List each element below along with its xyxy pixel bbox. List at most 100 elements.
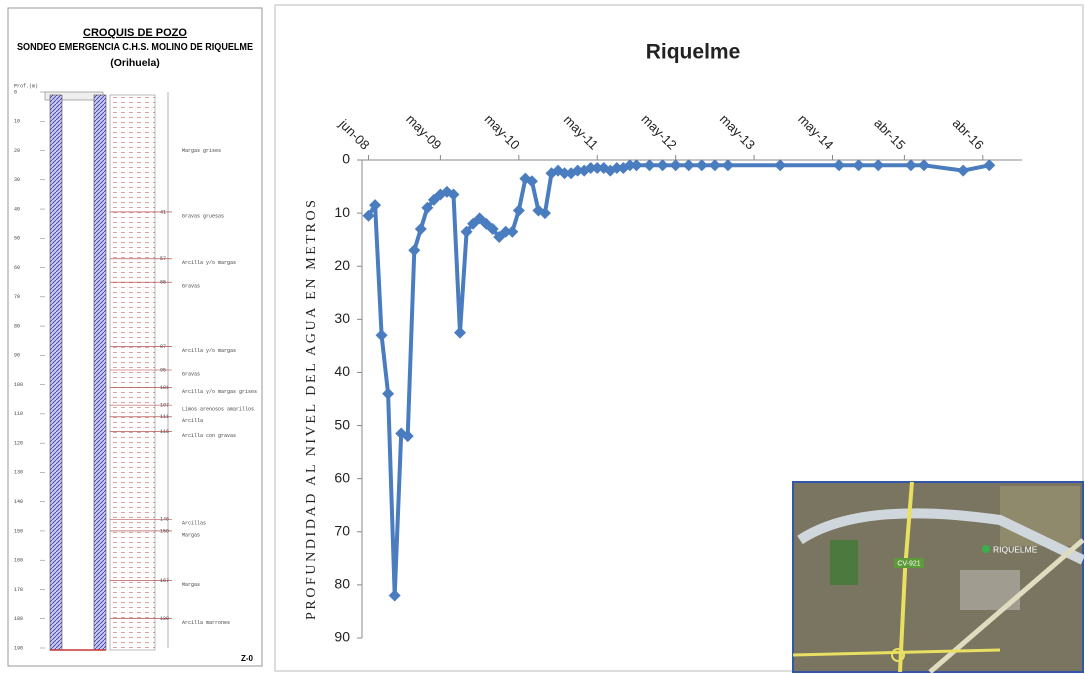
data-point bbox=[558, 167, 571, 180]
data-point bbox=[401, 430, 414, 443]
depth-label: 140 bbox=[14, 499, 23, 505]
depth-label: 130 bbox=[14, 470, 23, 476]
layer-label: Arcilla y/o margas bbox=[182, 348, 236, 354]
data-point bbox=[421, 201, 434, 214]
marker-label: RIQUELME bbox=[993, 544, 1038, 554]
map-channel bbox=[797, 508, 1085, 565]
y-tick-label: 90 bbox=[334, 629, 350, 645]
data-point bbox=[525, 175, 538, 188]
layer-label: Arcilla bbox=[182, 418, 203, 424]
data-point bbox=[656, 159, 669, 172]
layer-label: Arcilla con gravas bbox=[182, 433, 236, 439]
depth-label: 160 bbox=[14, 558, 23, 564]
layer-depth: 116 bbox=[160, 429, 169, 435]
layer-label: Margas grises bbox=[182, 148, 221, 154]
depth-header: Prof.(m) bbox=[14, 83, 38, 89]
map-road bbox=[792, 648, 1001, 657]
data-point bbox=[408, 244, 421, 257]
depth-label: 180 bbox=[14, 616, 23, 622]
depth-label: 20 bbox=[14, 148, 20, 154]
depth-label: 120 bbox=[14, 440, 23, 446]
data-point bbox=[447, 188, 460, 201]
data-point bbox=[708, 159, 721, 172]
map-roundabout bbox=[891, 648, 905, 662]
data-point bbox=[774, 159, 787, 172]
map-marker bbox=[982, 545, 990, 553]
casing-right bbox=[93, 94, 107, 651]
casing-left bbox=[49, 94, 63, 651]
layer-label: Margas bbox=[182, 582, 200, 588]
data-point bbox=[623, 159, 636, 172]
data-point bbox=[695, 159, 708, 172]
y-tick-label: 30 bbox=[334, 310, 350, 326]
depth-label: 50 bbox=[14, 236, 20, 242]
depth-label: 110 bbox=[14, 411, 23, 417]
well-labels: 0 10 20 30 40 50 60 70 80 90 100 110 120 130 140 150 160… bbox=[14, 89, 257, 651]
layer-depth: 95 bbox=[160, 367, 166, 373]
lithology-column bbox=[109, 94, 156, 651]
depth-label: 90 bbox=[14, 353, 20, 359]
layer-depth: 111 bbox=[160, 414, 169, 420]
data-point bbox=[721, 159, 734, 172]
chart-title: Riquelme bbox=[646, 41, 741, 64]
depth-label: 170 bbox=[14, 587, 23, 593]
layer-depth: 65 bbox=[160, 280, 166, 286]
data-point bbox=[571, 164, 584, 177]
depth-label: 150 bbox=[14, 528, 23, 534]
y-tick-label: 20 bbox=[334, 257, 350, 273]
data-point bbox=[460, 225, 473, 238]
well-title: CROQUIS DE POZO bbox=[83, 27, 187, 39]
depth-label: 80 bbox=[14, 323, 20, 329]
depth-label: 40 bbox=[14, 206, 20, 212]
data-point bbox=[486, 223, 499, 236]
data-point bbox=[669, 159, 682, 172]
y-axis-title: PROFUNDIDAD AL NIVEL DEL AGUA EN METROS bbox=[304, 200, 319, 620]
layer-label: Arcilla y/o margas grises bbox=[182, 389, 257, 395]
layer-depth: 87 bbox=[160, 344, 166, 350]
map-inset: CV-921 RIQUELME bbox=[792, 481, 1085, 674]
well-footer: Z-0 bbox=[241, 654, 254, 663]
layer-label: Arcillas bbox=[182, 521, 206, 527]
map-road bbox=[898, 481, 914, 673]
well-subtitle: SONDEO EMERGENCIA C.H.S. MOLINO DE RIQUE… bbox=[17, 41, 253, 53]
y-tick-label: 80 bbox=[334, 576, 350, 592]
layer-label: Gravas bbox=[182, 371, 200, 377]
data-point bbox=[584, 161, 597, 174]
data-point bbox=[591, 161, 604, 174]
layer-label: Arcilla marrones bbox=[182, 620, 230, 626]
depth-label: 0 bbox=[14, 89, 17, 95]
data-point bbox=[630, 159, 643, 172]
depth-label: 70 bbox=[14, 294, 20, 300]
data-point bbox=[917, 159, 930, 172]
y-tick-label: 60 bbox=[334, 469, 350, 485]
data-point bbox=[375, 329, 388, 342]
data-point bbox=[610, 161, 623, 174]
layer-label: Limos arenosos amarillos bbox=[182, 406, 254, 412]
data-point bbox=[643, 159, 656, 172]
data-point bbox=[362, 209, 375, 222]
layer-depth: 146 bbox=[160, 517, 169, 523]
data-point bbox=[382, 387, 395, 400]
y-tick-label: 50 bbox=[334, 416, 350, 432]
layer-depth: 167 bbox=[160, 578, 169, 584]
layer-depth: 150 bbox=[160, 528, 169, 534]
data-point bbox=[369, 199, 382, 212]
layer-label: Gravas bbox=[182, 284, 200, 290]
data-point bbox=[833, 159, 846, 172]
data-point bbox=[872, 159, 885, 172]
depth-label: 190 bbox=[14, 645, 23, 651]
y-tick-label: 70 bbox=[334, 522, 350, 538]
data-point bbox=[454, 326, 467, 339]
data-point bbox=[512, 204, 525, 217]
depth-label: 100 bbox=[14, 382, 23, 388]
data-point bbox=[983, 159, 996, 172]
layer-depth: 101 bbox=[160, 385, 169, 391]
depth-label: 60 bbox=[14, 265, 20, 271]
data-point bbox=[506, 225, 519, 238]
data-point bbox=[414, 223, 427, 236]
layer-label: Gravas gruesas bbox=[182, 213, 224, 219]
data-point bbox=[682, 159, 695, 172]
layer-depth: 41 bbox=[160, 209, 166, 215]
